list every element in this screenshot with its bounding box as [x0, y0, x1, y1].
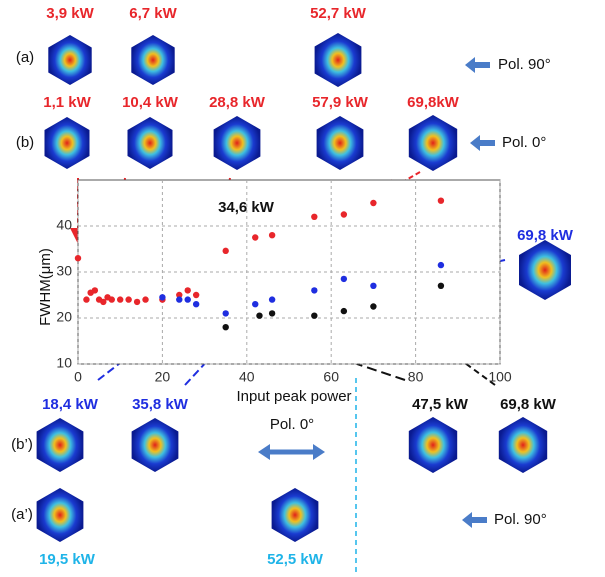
point	[159, 294, 165, 300]
x-tick-label: 80	[408, 369, 424, 385]
power-label: 3,9 kW	[46, 5, 94, 22]
point	[341, 211, 347, 217]
polarization-label: Pol. 0°	[270, 416, 314, 433]
point	[311, 287, 317, 293]
power-label: 10,4 kW	[122, 94, 179, 111]
x-tick-label: 40	[239, 369, 255, 385]
point	[134, 299, 140, 305]
mode-image	[409, 115, 457, 171]
panel-label: (a)	[16, 49, 34, 66]
x-tick-label: 20	[155, 369, 171, 385]
point	[256, 313, 262, 319]
point	[311, 313, 317, 319]
power-label: 1,1 kW	[43, 94, 91, 111]
power-label: 47,5 kW	[412, 396, 469, 413]
point	[252, 301, 258, 307]
polarization-label: Pol. 90°	[498, 56, 551, 73]
y-axis-label: FWHM(μm)	[37, 248, 54, 326]
point	[269, 232, 275, 238]
y-tick-label: 30	[56, 263, 72, 279]
mode-image	[37, 418, 84, 472]
power-label: 52,5 kW	[267, 551, 324, 568]
point	[341, 308, 347, 314]
point	[438, 198, 444, 204]
point	[223, 324, 229, 330]
mode-image	[409, 417, 457, 473]
polarization-label: Pol. 0°	[502, 134, 546, 151]
mode-image	[128, 117, 173, 169]
y-tick-label: 10	[56, 355, 72, 371]
mode-image	[214, 116, 261, 170]
y-tick-label: 20	[56, 309, 72, 325]
point	[109, 296, 115, 302]
power-label: 69,8 kW	[500, 396, 557, 413]
point	[370, 303, 376, 309]
mode-image	[132, 418, 179, 472]
y-tick-label: 40	[56, 217, 72, 233]
x-tick-label: 60	[323, 369, 339, 385]
point	[193, 301, 199, 307]
point	[223, 248, 229, 254]
mode-image	[48, 35, 91, 85]
point	[185, 287, 191, 293]
power-label: 69,8 kW	[517, 227, 574, 244]
power-label: 34,6 kW	[218, 199, 275, 216]
mode-image	[131, 35, 174, 85]
point	[92, 287, 98, 293]
point	[142, 296, 148, 302]
panel-label: (b’)	[11, 436, 33, 453]
x-axis-label: Input peak power	[236, 388, 351, 405]
panel-label: (a’)	[11, 506, 33, 523]
mode-image	[317, 116, 364, 170]
point	[438, 262, 444, 268]
power-label: 18,4 kW	[42, 396, 99, 413]
x-tick-label: 0	[74, 369, 82, 385]
point	[269, 296, 275, 302]
point	[370, 283, 376, 289]
mode-image	[45, 117, 90, 169]
point	[176, 296, 182, 302]
mode-image	[315, 33, 362, 87]
point	[185, 296, 191, 302]
point	[193, 292, 199, 298]
power-label: 19,5 kW	[39, 551, 96, 568]
figure: 10 20 30 40 0 20 40 60 80 100 Input peak power FWHM…	[0, 0, 605, 577]
polarization-label: Pol. 90°	[494, 511, 547, 528]
point	[341, 276, 347, 282]
point	[125, 296, 131, 302]
point	[83, 296, 89, 302]
x-tick-label: 100	[488, 369, 512, 385]
power-label: 52,7 kW	[310, 5, 367, 22]
point	[311, 214, 317, 220]
mode-image	[519, 240, 571, 300]
power-label: 35,8 kW	[132, 396, 189, 413]
point	[252, 234, 258, 240]
power-label: 6,7 kW	[129, 5, 177, 22]
point	[223, 310, 229, 316]
mode-image	[272, 488, 319, 542]
mode-image	[499, 417, 547, 473]
panel-label: (b)	[16, 134, 34, 151]
point	[117, 296, 123, 302]
mode-image	[37, 488, 84, 542]
point	[438, 283, 444, 289]
power-label: 69,8kW	[407, 94, 460, 111]
point	[269, 310, 275, 316]
point	[370, 200, 376, 206]
power-label: 28,8 kW	[209, 94, 266, 111]
point	[75, 255, 81, 261]
power-label: 57,9 kW	[312, 94, 369, 111]
